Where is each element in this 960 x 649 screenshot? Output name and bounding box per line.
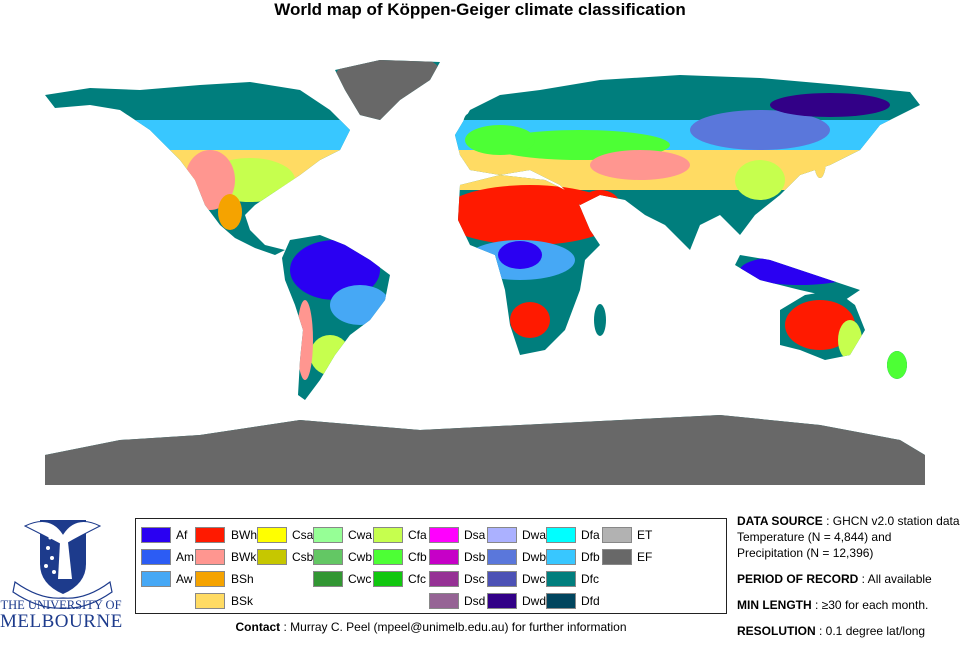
legend-label-bsk: BSk — [231, 594, 254, 608]
legend-label-bsh: BSh — [231, 572, 254, 586]
legend-label-csb: Csb — [292, 550, 314, 564]
data-info: DATA SOURCE : GHCN v2.0 station data Temp… — [737, 513, 960, 649]
contact-line: Contact : Murray C. Peel (mpeel@unimelb.… — [135, 620, 727, 634]
legend-label-dwa: Dwa — [522, 528, 547, 542]
info-label: PERIOD OF RECORD — [737, 572, 859, 586]
legend-swatch-cfb — [373, 549, 403, 565]
legend-label-dfc: Dfc — [581, 572, 599, 586]
info-label: RESOLUTION — [737, 624, 816, 638]
legend-swatch-am — [141, 549, 171, 565]
legend-swatch-dfb — [546, 549, 576, 565]
contact-text: : Murray C. Peel (mpeel@unimelb.edu.au) … — [280, 620, 627, 634]
legend-swatch-dfa — [546, 527, 576, 543]
legend-label-cwa: Cwa — [348, 528, 373, 542]
info-data-source: DATA SOURCE : GHCN v2.0 station data Temp… — [737, 513, 960, 561]
legend-label-cfa: Cfa — [408, 528, 427, 542]
legend-swatch-et — [602, 527, 632, 543]
legend-label-dsa: Dsa — [464, 528, 486, 542]
legend-swatch-cwb — [313, 549, 343, 565]
info-text: : All available — [858, 572, 932, 586]
climate-legend: Af Am Aw BWh BWk BSh BSk Csa Csb Cwa Cwb Cwc Cfa Cfb C… — [135, 518, 727, 614]
info-text: Temperature (N = 4,844) and — [737, 530, 892, 544]
legend-swatch-csa — [257, 527, 287, 543]
contact-label: Contact — [235, 620, 281, 634]
legend-label-bwh: BWh — [231, 528, 258, 542]
info-text: : 0.1 degree lat/long — [815, 624, 926, 638]
world-climate-map — [45, 60, 925, 485]
legend-swatch-cwc — [313, 571, 343, 587]
legend-swatch-bwk — [195, 549, 225, 565]
info-text: Precipitation (N = 12,396) — [737, 546, 874, 560]
legend-label-csa: Csa — [292, 528, 314, 542]
info-period: PERIOD OF RECORD : All available — [737, 571, 960, 587]
legend-swatch-bsh — [195, 571, 225, 587]
legend-label-dwc: Dwc — [522, 572, 546, 586]
legend-swatch-bwh — [195, 527, 225, 543]
legend-swatch-ef — [602, 549, 632, 565]
legend-swatch-cfc — [373, 571, 403, 587]
legend-swatch-dwc — [487, 571, 517, 587]
legend-label-cwc: Cwc — [348, 572, 372, 586]
info-text: : GHCN v2.0 station data — [822, 514, 960, 528]
legend-swatch-dwb — [487, 549, 517, 565]
legend-label-dfb: Dfb — [581, 550, 600, 564]
legend-label-aw: Aw — [176, 572, 193, 586]
legend-swatch-dsd — [429, 593, 459, 609]
legend-swatch-cwa — [313, 527, 343, 543]
legend-label-cfc: Cfc — [408, 572, 426, 586]
legend-swatch-af — [141, 527, 171, 543]
legend-label-et: ET — [637, 528, 653, 542]
legend-swatch-dwd — [487, 593, 517, 609]
legend-label-dfa: Dfa — [581, 528, 600, 542]
legend-swatch-bsk — [195, 593, 225, 609]
legend-swatch-dfc — [546, 571, 576, 587]
legend-label-ef: EF — [637, 550, 653, 564]
legend-label-dsb: Dsb — [464, 550, 486, 564]
logo-line2: MELBOURNE — [0, 611, 123, 632]
legend-label-cfb: Cfb — [408, 550, 427, 564]
legend-label-am: Am — [176, 550, 194, 564]
legend-swatch-dsc — [429, 571, 459, 587]
legend-label-dsd: Dsd — [464, 594, 486, 608]
university-crest-logo — [12, 520, 113, 609]
info-label: DATA SOURCE — [737, 514, 823, 528]
legend-label-dwd: Dwd — [522, 594, 547, 608]
legend-label-dsc: Dsc — [464, 572, 485, 586]
legend-swatch-dwa — [487, 527, 517, 543]
legend-label-dfd: Dfd — [581, 594, 600, 608]
logo-line1: THE UNIVERSITY OF — [0, 598, 122, 612]
legend-label-af: Af — [176, 528, 188, 542]
legend-swatch-dfd — [546, 593, 576, 609]
map-title: World map of Köppen-Geiger climate class… — [274, 0, 686, 19]
info-min-length: MIN LENGTH : ≥30 for each month. — [737, 597, 960, 613]
legend-label-bwk: BWk — [231, 550, 257, 564]
legend-swatch-cfa — [373, 527, 403, 543]
info-label: MIN LENGTH — [737, 598, 812, 612]
legend-swatch-dsa — [429, 527, 459, 543]
legend-swatch-dsb — [429, 549, 459, 565]
legend-swatch-aw — [141, 571, 171, 587]
info-text: : ≥30 for each month. — [811, 598, 929, 612]
legend-label-dwb: Dwb — [522, 550, 547, 564]
info-resolution: RESOLUTION : 0.1 degree lat/long — [737, 623, 960, 639]
legend-label-cwb: Cwb — [348, 550, 373, 564]
legend-swatch-csb — [257, 549, 287, 565]
climate-zones — [45, 60, 925, 485]
